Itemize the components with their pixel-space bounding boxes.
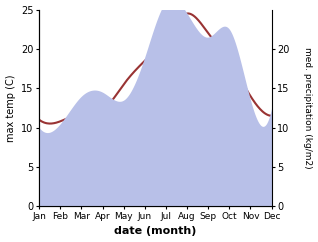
- Y-axis label: med. precipitation (kg/m2): med. precipitation (kg/m2): [303, 47, 313, 169]
- X-axis label: date (month): date (month): [114, 227, 197, 236]
- Y-axis label: max temp (C): max temp (C): [5, 74, 16, 142]
